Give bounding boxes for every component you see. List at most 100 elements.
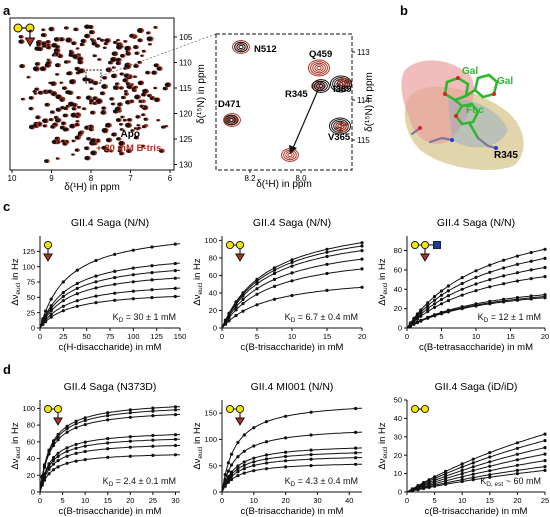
shift-arrowhead: [289, 145, 297, 154]
y-tick-label: 40: [394, 414, 402, 423]
spectrum-peak-apo: [125, 122, 131, 128]
spectrum-peak-apo: [133, 64, 138, 68]
data-point: [113, 276, 117, 280]
data-point: [252, 463, 256, 468]
zoom-y-tick-label: 115: [357, 136, 370, 145]
data-point: [444, 474, 448, 478]
data-point: [106, 411, 110, 415]
spectrum-peak-apo: [111, 73, 116, 78]
data-point: [433, 314, 437, 318]
data-point: [460, 276, 464, 280]
data-point: [264, 420, 269, 424]
data-point: [47, 452, 51, 456]
x-tick-label: 5: [439, 332, 443, 341]
y-tick-label: 125: [22, 247, 35, 256]
spectrum-peak-apo: [62, 86, 66, 90]
spectrum-peak-apo: [141, 50, 145, 53]
spectrum-peak-apo: [100, 39, 104, 42]
y-tick-label: 60: [27, 437, 35, 446]
spectrum-peak-apo: [41, 28, 45, 31]
zoom-peak-contour: [315, 83, 321, 89]
data-point: [272, 297, 277, 301]
data-point: [234, 313, 238, 318]
data-point: [229, 474, 234, 478]
spectrum-peak-apo: [55, 94, 61, 100]
data-point: [106, 447, 110, 451]
isotherm-plot-4: GII.4 Saga (N373D) 0 5 10 15 20 25 30 0 20 40 60 80 1…: [10, 381, 181, 517]
data-point: [515, 463, 520, 467]
spectrum-peak-apo: [50, 125, 55, 129]
spectrum-peak-apo: [105, 138, 111, 143]
spectrum-peak-apo: [151, 70, 156, 75]
spectrum-peak-apo: [45, 61, 51, 65]
data-point: [360, 249, 364, 253]
spectrum-peak-apo: [115, 58, 121, 62]
spectrum-peak-apo: [44, 103, 49, 107]
spectrum-x-tick-label: 7: [128, 174, 133, 183]
data-point: [150, 288, 154, 292]
y-tick-label: 40: [209, 289, 217, 298]
data-point: [94, 301, 98, 305]
data-point: [488, 460, 492, 464]
data-point: [433, 294, 437, 299]
data-point: [227, 319, 231, 323]
data-point: [150, 271, 154, 275]
panel-d-letter: d: [3, 362, 11, 377]
data-point: [61, 291, 65, 295]
spectrum-peak-apo: [147, 94, 151, 97]
data-point: [272, 277, 277, 281]
spectrum-peak-apo: [158, 149, 164, 153]
spectrum-peak-apo: [126, 149, 131, 153]
spectrum-peak-apo: [85, 95, 91, 100]
spectrum-peak-apo: [75, 47, 79, 50]
data-point: [65, 427, 69, 431]
spectrum-peak-apo: [50, 81, 56, 86]
zoom-x-tick-label: 8.0: [295, 174, 307, 183]
data-point: [460, 465, 464, 469]
spectrum-peak-apo: [53, 48, 59, 53]
spectrum-peak-apo: [117, 149, 122, 153]
glycan-icon: [410, 404, 430, 414]
data-point: [61, 280, 65, 284]
kd-label: KD = 12 ± 1 mM: [478, 312, 541, 324]
data-point: [49, 309, 53, 313]
data-point: [284, 465, 288, 469]
spectrum-peak-apo: [95, 98, 102, 104]
spectrum-peak-apo: [63, 113, 67, 118]
data-point: [543, 256, 547, 260]
data-point: [515, 452, 520, 456]
data-point: [284, 414, 288, 418]
spectrum-peak-apo: [146, 36, 152, 42]
data-point: [65, 461, 69, 465]
data-point: [439, 297, 444, 302]
spectrum-peak-apo: [80, 39, 86, 43]
data-point: [252, 469, 256, 473]
data-point: [173, 294, 177, 299]
data-point: [223, 322, 228, 326]
zoom-peak-contour: [335, 121, 349, 133]
data-point: [439, 293, 444, 297]
plot-title: GII.4 Saga (N/N): [253, 217, 331, 229]
spectrum-peak-apo: [130, 129, 134, 132]
data-point: [325, 288, 329, 292]
spectrum-peak-apo: [59, 81, 62, 84]
y-tick-label: 0: [31, 324, 35, 333]
spectrum-peak-apo: [109, 97, 113, 101]
data-point: [444, 476, 448, 481]
zoom-y-label: δ(¹⁵N) in ppm: [364, 72, 375, 132]
data-point: [113, 291, 117, 295]
spectrum-peak-apo: [51, 43, 57, 48]
data-point: [61, 304, 65, 308]
x-tick-label: 25: [541, 496, 549, 505]
spectrum-peak-apo: [108, 61, 112, 65]
spectrum-peak-apo: [43, 45, 47, 48]
data-point: [543, 432, 547, 436]
spectrum-peak-apo: [28, 96, 33, 100]
data-point: [150, 245, 154, 249]
data-point: [242, 460, 246, 464]
data-point: [446, 284, 450, 288]
protein-surface-pink: [401, 60, 474, 144]
fucose-icon: [53, 417, 63, 426]
x-tick-label: 125: [150, 332, 163, 341]
data-point: [309, 453, 313, 457]
